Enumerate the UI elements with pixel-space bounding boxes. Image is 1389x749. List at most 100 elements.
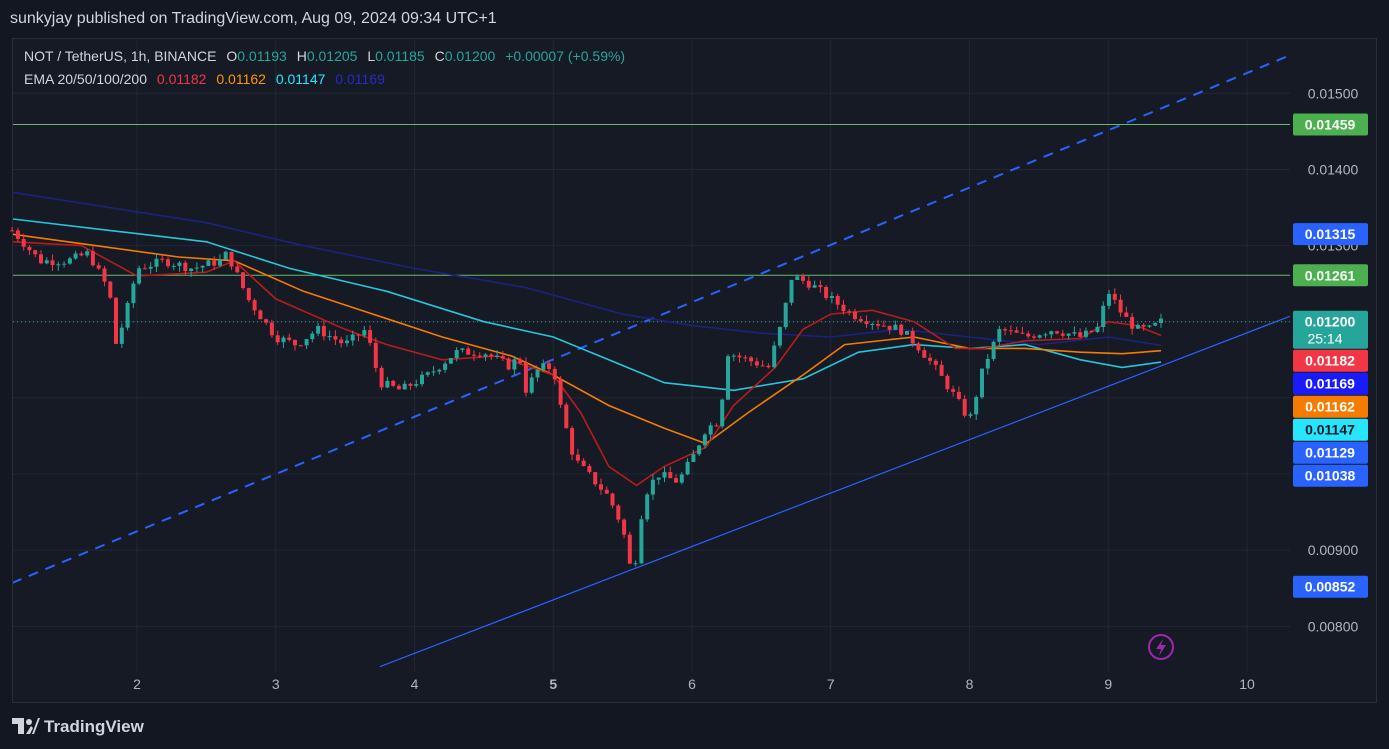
candle-body xyxy=(899,324,904,335)
price-label-text: 0.00852 xyxy=(1305,579,1356,595)
candle-body xyxy=(50,260,55,265)
candle-body xyxy=(783,302,788,328)
candle-body xyxy=(818,285,823,287)
price-label-text: 0.01200 xyxy=(1305,314,1356,330)
candle-body xyxy=(916,343,921,351)
price-label-box xyxy=(1293,464,1368,487)
lightning-bolt-icon xyxy=(1156,639,1166,656)
candle-body xyxy=(627,534,632,564)
candle-body xyxy=(119,327,124,344)
candle-body xyxy=(287,337,292,340)
candle-body xyxy=(472,354,476,356)
candle-body xyxy=(714,425,719,427)
candle-body xyxy=(67,258,72,264)
support-trendline[interactable] xyxy=(379,314,1296,668)
candle-body xyxy=(454,350,459,359)
candle-body xyxy=(304,339,309,346)
candle-body xyxy=(991,341,996,360)
candle-body xyxy=(235,266,240,273)
candle-body xyxy=(154,258,159,267)
dashed-trendline[interactable] xyxy=(12,53,1295,584)
candle-body xyxy=(148,266,153,269)
price-label-box xyxy=(1293,372,1368,395)
candle-body xyxy=(951,389,956,392)
candle-body xyxy=(466,348,471,355)
candle-body xyxy=(414,384,419,386)
candle-body xyxy=(431,371,436,373)
candle-body xyxy=(622,519,627,535)
candle-body xyxy=(160,258,165,260)
ema-line-ema100 xyxy=(13,218,1162,392)
candle-body xyxy=(547,363,551,369)
candle-body xyxy=(737,355,742,358)
candle-body xyxy=(33,250,38,255)
price-label-text: 0.01038 xyxy=(1305,468,1356,484)
candle-body xyxy=(1008,330,1013,332)
candle-body xyxy=(1153,323,1158,326)
candle-body xyxy=(373,342,378,368)
candle-body xyxy=(564,404,569,429)
ema-label[interactable]: EMA 20/50/100/200 xyxy=(24,71,147,87)
candle-body xyxy=(893,324,898,330)
candle-body xyxy=(408,383,413,386)
candle-body xyxy=(847,311,852,313)
x-axis-tick-label: 8 xyxy=(966,676,974,692)
candle-body xyxy=(396,385,401,390)
candle-body xyxy=(997,329,1002,342)
candle-body xyxy=(933,360,938,365)
candle-body xyxy=(760,365,765,367)
candle-body xyxy=(293,339,297,346)
candle-body xyxy=(593,472,598,485)
candle-body xyxy=(1083,330,1088,337)
candle-body xyxy=(350,334,355,341)
candle-body xyxy=(345,340,349,344)
candle-body xyxy=(512,359,517,370)
candle-body xyxy=(356,334,361,336)
candle-body xyxy=(922,350,927,358)
candle-body xyxy=(962,399,967,416)
candle-body xyxy=(939,364,944,376)
y-axis-tick-label: 0.00900 xyxy=(1308,542,1359,558)
price-label-text: 0.01315 xyxy=(1305,226,1356,242)
candle-body xyxy=(264,319,269,323)
candle-body xyxy=(44,260,49,264)
candle-body xyxy=(379,367,384,388)
candle-body xyxy=(928,357,933,361)
candle-body xyxy=(420,374,424,385)
candle-body xyxy=(616,505,621,520)
candle-body xyxy=(218,259,222,266)
x-axis-tick-label: 5 xyxy=(549,676,557,692)
candle-body xyxy=(368,330,373,343)
candle-body xyxy=(587,466,592,473)
candle-body xyxy=(275,335,280,343)
candle-body xyxy=(385,380,390,388)
ema20-value: 0.01182 xyxy=(156,71,207,87)
candle-body xyxy=(743,357,748,359)
candle-body xyxy=(85,251,90,256)
candle-body xyxy=(789,279,794,303)
candle-body xyxy=(73,253,78,259)
candle-body xyxy=(772,345,777,368)
lightning-icon[interactable] xyxy=(1148,634,1174,660)
ema-line-ema50 xyxy=(13,233,1162,445)
candle-body xyxy=(1101,305,1106,327)
ema200-value: 0.01169 xyxy=(335,71,385,87)
candle-body xyxy=(1043,334,1048,336)
candle-body xyxy=(674,478,678,483)
candle-body xyxy=(10,230,15,232)
ohlc-legend: NOT / TetherUS, 1h, BINANCE O0.01193 H0.… xyxy=(24,48,631,64)
candle-body xyxy=(1107,293,1111,306)
candle-body xyxy=(460,348,465,350)
candle-body xyxy=(483,354,488,357)
candle-body xyxy=(650,479,655,495)
candle-body xyxy=(801,276,805,281)
x-axis-tick-label: 2 xyxy=(133,676,141,692)
candle-body xyxy=(1095,327,1100,332)
candle-body xyxy=(985,359,990,369)
symbol-label[interactable]: NOT / TetherUS, 1h, BINANCE xyxy=(24,48,217,64)
price-label-box xyxy=(1293,264,1368,287)
x-axis-tick-label: 10 xyxy=(1239,676,1255,692)
price-label-text: 0.01182 xyxy=(1305,353,1355,369)
footer-brand: TradingView xyxy=(12,708,312,744)
